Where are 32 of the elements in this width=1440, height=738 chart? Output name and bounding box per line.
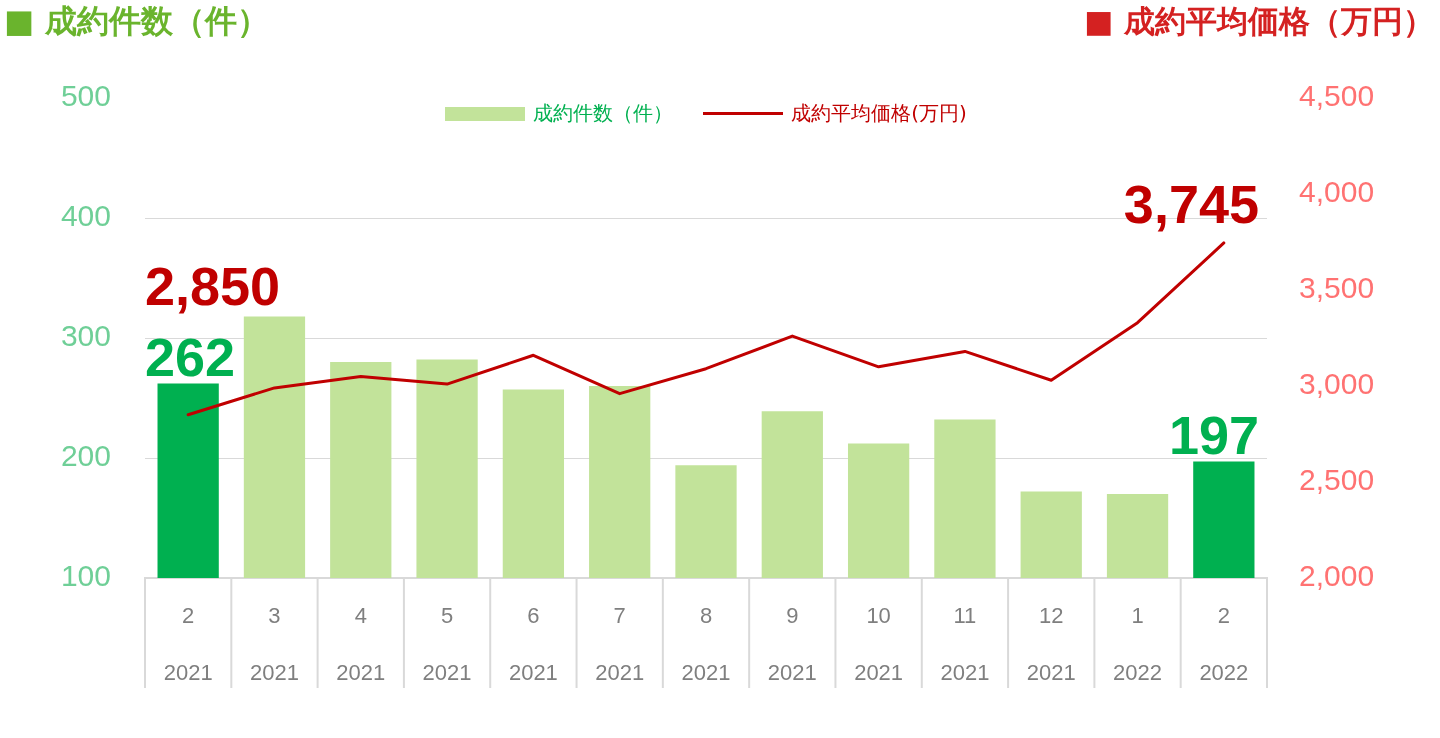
y2-tick-label: 3,500 — [1299, 271, 1375, 305]
data-label: 197 — [1168, 404, 1260, 465]
category-label: 5 2021 — [422, 602, 472, 685]
y-axis-title: ■ 成約件数（件） — [4, 2, 270, 40]
category-label: 4 2021 — [336, 602, 386, 685]
y-tick-label: 500 — [60, 79, 111, 113]
data-label: 2,850 — [145, 255, 281, 316]
category-label: 7 2021 — [595, 602, 645, 685]
y2-tick-label: 2,000 — [1299, 559, 1375, 593]
category-label: 10 2021 — [854, 602, 904, 685]
category-label: 12 2021 — [1026, 602, 1076, 685]
y-tick-label: 200 — [60, 439, 111, 473]
y-tick-label: 300 — [60, 319, 111, 353]
legend-label: 成約平均価格(万円) — [791, 100, 967, 127]
category-label: 1 2022 — [1113, 602, 1163, 685]
category-label: 2 2022 — [1199, 602, 1249, 685]
category-label: 6 2021 — [508, 602, 558, 685]
data-label: 3,745 — [1123, 173, 1260, 234]
y-tick-label: 100 — [60, 559, 111, 593]
y2-tick-label: 4,000 — [1299, 175, 1375, 209]
y2-tick-label: 2,500 — [1299, 463, 1375, 497]
data-label: 262 — [145, 326, 236, 387]
y2-tick-label: 4,500 — [1299, 79, 1375, 113]
y2-axis-title: ■ 成約平均価格（万円） — [1083, 2, 1434, 40]
category-label: 3 2021 — [249, 602, 299, 685]
category-label: 11 2021 — [940, 602, 990, 685]
legend-label: 成約件数（件） — [533, 100, 674, 127]
category-label: 2 2021 — [163, 602, 213, 685]
y2-tick-label: 3,000 — [1299, 367, 1375, 401]
category-label: 8 2021 — [681, 602, 731, 685]
y-tick-label: 400 — [60, 199, 111, 233]
category-label: 9 2021 — [767, 602, 817, 685]
